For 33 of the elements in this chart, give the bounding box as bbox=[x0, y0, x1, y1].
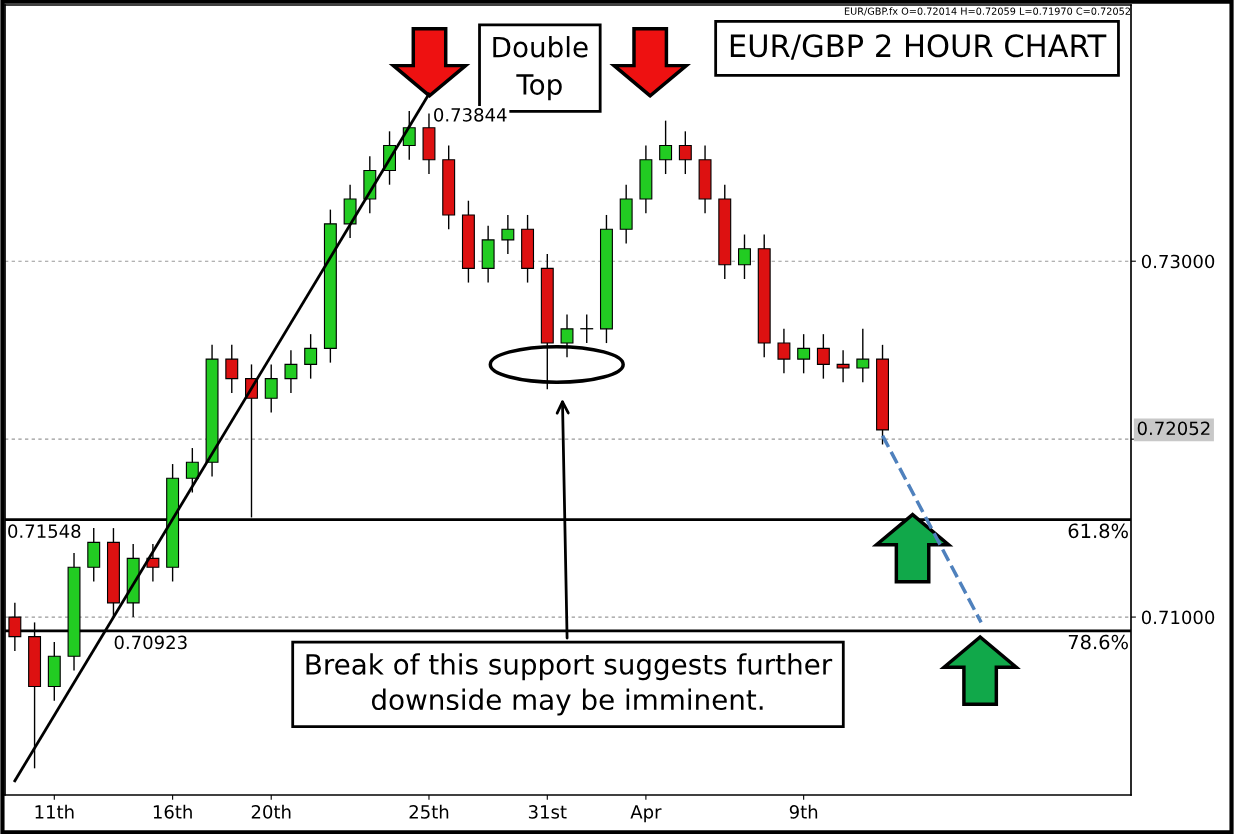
candlestick bbox=[816, 333, 830, 380]
candlestick bbox=[856, 328, 870, 383]
x-tick-label: 25th bbox=[409, 804, 449, 819]
candlestick bbox=[501, 214, 515, 255]
candlestick bbox=[738, 233, 751, 280]
y-tick-label: 0.73000 bbox=[1141, 254, 1215, 269]
candlestick bbox=[777, 328, 791, 375]
candlestick bbox=[797, 333, 811, 375]
ref-line-label: 0.71548 bbox=[8, 524, 81, 538]
annotation: 0.73844 bbox=[434, 108, 507, 122]
x-tick-label: 31st bbox=[528, 805, 567, 819]
x-tick-label: Apr bbox=[630, 805, 662, 823]
text: EUR/GBP 2 HOUR CHART bbox=[730, 34, 1107, 60]
text: 0.72052 bbox=[1137, 421, 1210, 436]
candlestick bbox=[225, 344, 239, 394]
candlestick bbox=[304, 333, 318, 380]
ref-line-label: 0.70923 bbox=[114, 635, 187, 650]
candlestick bbox=[185, 447, 199, 494]
y-tick-label: 0.71000 bbox=[1141, 610, 1215, 625]
annotation: 61.8% bbox=[1068, 523, 1128, 539]
x-tick-label: 11th bbox=[35, 804, 74, 819]
annotation: 78.6% bbox=[1068, 634, 1128, 650]
x-tick-label: 16th bbox=[153, 804, 192, 819]
candlestick bbox=[264, 363, 278, 414]
candlestick bbox=[659, 119, 673, 175]
x-tick-label: 9th bbox=[789, 804, 818, 819]
candlestick bbox=[678, 130, 692, 175]
candlestick bbox=[836, 349, 850, 383]
annotation: Double Top bbox=[493, 36, 588, 101]
annotation: EUR/GBP.fx O=0.72014 H=0.72059 L=0.71970 C=0.72052 bbox=[844, 7, 1131, 16]
annotation: Break of this support suggests further downside may be imminent. bbox=[306, 653, 833, 716]
candlestick bbox=[284, 349, 298, 394]
x-tick-label: 20th bbox=[251, 804, 291, 819]
